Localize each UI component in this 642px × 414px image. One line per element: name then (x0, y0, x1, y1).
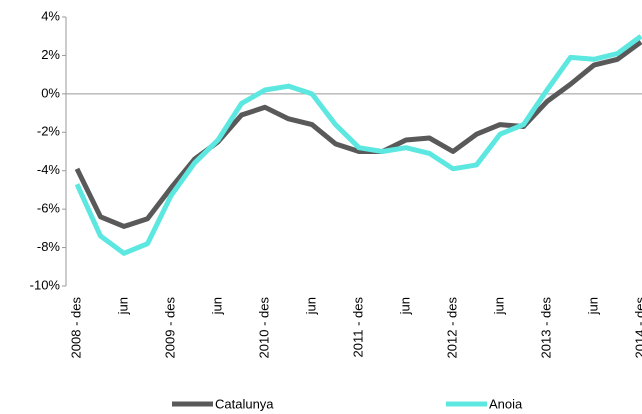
y-tick-label: -10% (30, 277, 61, 292)
x-tick-label: jun (397, 297, 412, 315)
legend-label: Catalunya (215, 396, 274, 411)
x-tick-label: jun (491, 297, 506, 315)
y-tick-label: 4% (41, 8, 60, 23)
x-tick-label: 2012 - des (444, 297, 459, 359)
series-line (74, 39, 642, 229)
y-tick-label: -6% (37, 201, 61, 216)
x-tick-label: 2014 - des (632, 297, 642, 359)
y-tick-label: -8% (37, 239, 61, 254)
series-line (74, 34, 642, 256)
y-tick-label: 2% (41, 47, 60, 62)
legend-label: Anoia (489, 396, 523, 411)
y-tick-label: 0% (41, 85, 60, 100)
x-tick-label: jun (303, 297, 318, 315)
x-tick-label: 2011 - des (350, 297, 365, 358)
x-tick-label: 2009 - des (162, 297, 177, 359)
x-tick-label: jun (115, 297, 130, 315)
x-tick-label: jun (209, 297, 224, 315)
x-tick-label: 2008 - des (68, 297, 83, 359)
y-tick-label: -4% (37, 162, 61, 177)
y-tick-label: -2% (37, 124, 61, 139)
x-tick-label: jun (585, 297, 600, 315)
x-tick-label: 2010 - des (256, 297, 271, 359)
x-tick-label: 2013 - des (538, 297, 553, 359)
